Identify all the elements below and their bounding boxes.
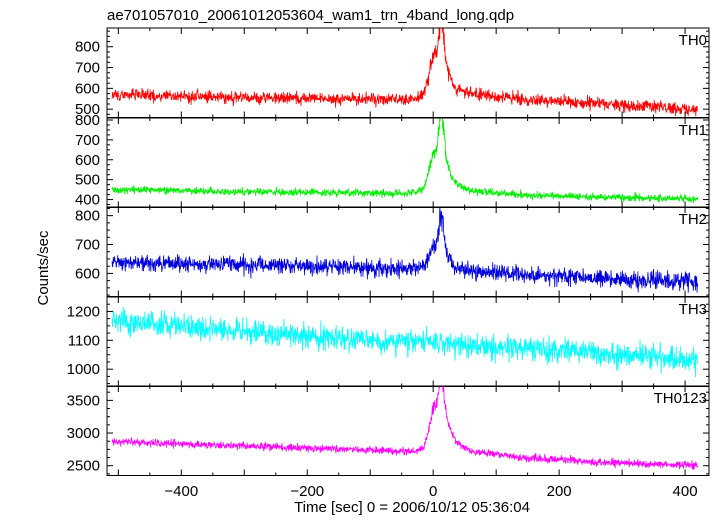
y-tick-label: 500	[75, 101, 100, 118]
series-line-th0123	[111, 386, 699, 470]
series-line-th3	[111, 306, 699, 377]
x-tick-label: −200	[290, 483, 324, 500]
panels: 500 600 700 800 TH0 400 500 600 700 800 TH1 600 700 8…	[67, 27, 710, 476]
x-tick-label: 200	[547, 483, 572, 500]
y-tick-label: 800	[75, 208, 100, 225]
y-tick-label: 3500	[67, 392, 100, 409]
series-line-th2	[111, 207, 699, 293]
y-tick-label: 2500	[67, 458, 100, 475]
x-tick-label: 400	[673, 483, 698, 500]
chart-title: ae701057010_20061012053604_wam1_trn_4ban…	[107, 7, 514, 24]
y-tick-label: 1200	[67, 303, 100, 320]
y-axis-label: Counts/sec	[35, 230, 52, 306]
panel-label: TH3	[679, 301, 707, 318]
panel-frame	[106, 385, 710, 476]
y-tick-label: 700	[75, 132, 100, 149]
panel-label: TH2	[679, 211, 707, 228]
panel-th3: 1000 1100 1200 TH3	[67, 296, 710, 387]
y-tick-label: 3000	[67, 425, 100, 442]
panel-label: TH0	[679, 32, 707, 49]
y-tick-label: 500	[75, 172, 100, 189]
panel-label: TH1	[679, 122, 707, 139]
y-tick-label: 600	[75, 265, 100, 282]
y-tick-label: 1000	[67, 361, 100, 378]
panel-frame	[106, 206, 710, 297]
y-tick-label: 400	[75, 192, 100, 209]
x-tick-label: −400	[164, 483, 198, 500]
x-axis-label: Time [sec] 0 = 2006/10/12 05:36:04	[294, 499, 530, 516]
x-tick-label: 0	[429, 483, 437, 500]
x-tick-labels: −400 −200 0 200 400	[164, 483, 697, 500]
y-tick-label: 1100	[68, 332, 100, 349]
y-tick-label: 700	[75, 60, 100, 77]
y-tick-label: 600	[75, 80, 100, 97]
panel-th0123: 2500 3000 3500 TH0123	[67, 385, 710, 476]
y-tick-label: 800	[75, 39, 100, 56]
y-tick-label: 600	[75, 152, 100, 169]
series-line-th0	[111, 28, 699, 117]
panel-th2: 600 700 800 TH2	[75, 206, 710, 297]
series-line-th1	[111, 118, 699, 203]
y-tick-label: 800	[75, 112, 100, 129]
panel-label: TH0123	[654, 390, 707, 407]
y-tick-label: 700	[75, 237, 100, 254]
panel-th1: 400 500 600 700 800 TH1	[75, 112, 710, 209]
panel-frame	[106, 117, 710, 208]
